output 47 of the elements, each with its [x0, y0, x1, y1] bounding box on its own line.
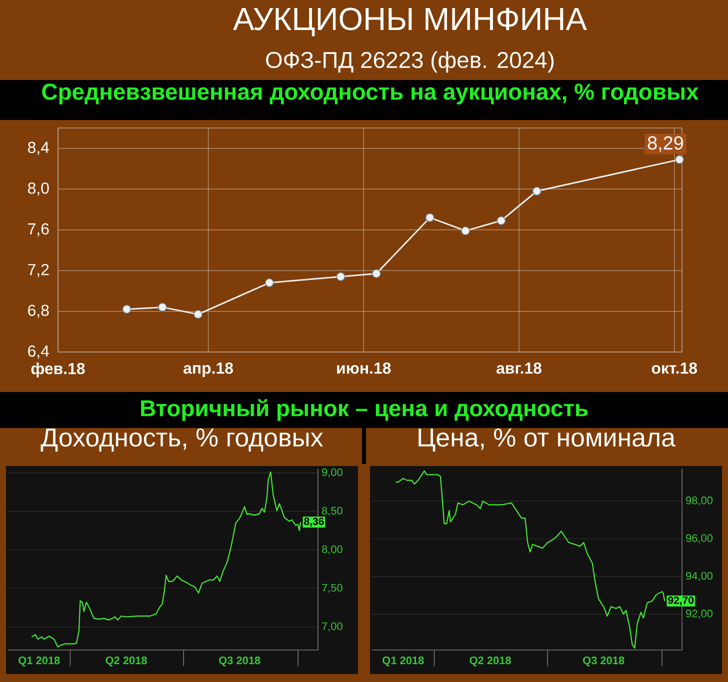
point [496, 216, 506, 226]
chart-title: Доходность, % годовых [40, 428, 324, 452]
y-tick-label: 8,0 [28, 182, 49, 196]
data-label: 8,36 [304, 518, 324, 527]
x-tick-label: Q1 2018 [18, 656, 60, 666]
y-tick-label: 8,50 [322, 506, 342, 516]
chart-title: Средневзвешенная доходность на аукционах, % годовых [42, 84, 699, 104]
y-tick-label: 6,8 [28, 304, 49, 318]
y-tick-label: 8,4 [28, 142, 50, 155]
x-tick-label: фев.18 [31, 362, 85, 378]
data-label: 92,70 [668, 596, 694, 606]
y-tick-label: 7,6 [28, 223, 49, 236]
x-tick-label: авг.18 [496, 362, 542, 374]
x-tick-label: Q2 2018 [106, 656, 147, 666]
text: Вторичный рынок – цена и доходность [141, 399, 588, 421]
y-tick-label: 7,00 [322, 622, 342, 632]
data-label: 8,29 [648, 136, 683, 152]
x-tick-label: Q1 2018 [382, 656, 424, 666]
y-tick-label: 7,2 [28, 264, 49, 278]
y-tick-label: 8,00 [322, 545, 342, 554]
point [265, 278, 274, 288]
point [425, 213, 434, 222]
x-tick-label: июн.18 [337, 362, 391, 374]
y-tick-label: 92,00 [686, 610, 713, 619]
y-tick-label: 6,4 [28, 345, 50, 359]
point [372, 269, 381, 278]
point [675, 155, 684, 164]
y-tick-label: 98,00 [686, 496, 713, 506]
x-tick-label: Q3 2018 [219, 656, 260, 666]
point [122, 304, 132, 314]
text: ОФЗ-ПД 26223 (фев. 2024) [266, 51, 554, 73]
x-tick-label: Q3 2018 [583, 656, 624, 666]
point [194, 310, 202, 319]
point [336, 272, 346, 282]
y-tick-label: 9,00 [322, 468, 342, 478]
line-series [31, 472, 302, 648]
chart-title: Цена, % от номинала [418, 428, 676, 452]
x-tick-label: апр.18 [184, 362, 233, 377]
text: АУКЦИОНЫ МИНФИНА [233, 8, 587, 36]
y-tick-label: 7,50 [322, 584, 342, 593]
point [532, 186, 542, 196]
point [158, 302, 167, 312]
x-tick-label: окт.18 [652, 362, 698, 374]
y-tick-label: 94,00 [686, 572, 713, 581]
y-tick-label: 96,00 [686, 534, 713, 544]
x-tick-label: Q2 2018 [470, 656, 511, 666]
point [461, 226, 470, 236]
